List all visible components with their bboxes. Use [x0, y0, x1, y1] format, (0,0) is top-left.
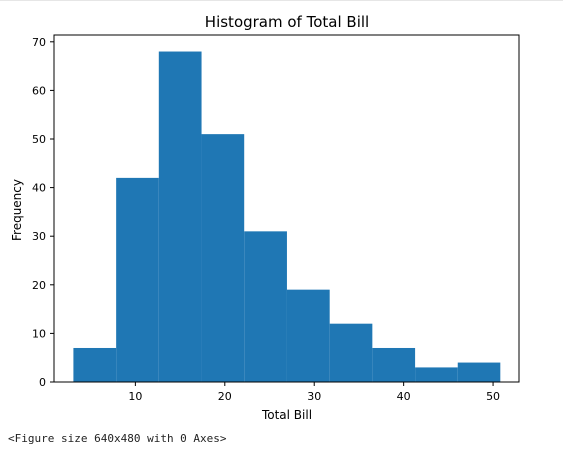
- x-tick-label: 50: [486, 390, 500, 403]
- y-tick-label: 10: [32, 327, 46, 340]
- histogram-bar: [201, 134, 245, 382]
- x-tick-label: 40: [397, 390, 411, 403]
- figure-output-text: <Figure size 640x480 with 0 Axes>: [8, 432, 227, 445]
- y-axis-ticks: 0 10 20 30 40 50 60 70: [32, 36, 54, 389]
- x-tick-label: 10: [128, 390, 142, 403]
- histogram-bar: [286, 289, 330, 382]
- histogram-bar: [415, 367, 458, 382]
- y-tick-label: 0: [39, 376, 46, 389]
- y-tick-label: 50: [32, 133, 46, 146]
- chart-title: Histogram of Total Bill: [205, 13, 369, 31]
- histogram-bar: [116, 177, 159, 382]
- y-tick-label: 60: [32, 84, 46, 97]
- histogram-bar: [158, 51, 202, 383]
- y-tick-label: 40: [32, 182, 46, 195]
- histogram-chart: 10 20 30 40 50 0 10 20 30 40 50 60 70 Histogram of …: [10, 13, 520, 422]
- cell-top-divider: [0, 0, 563, 1]
- histogram-bar: [372, 347, 416, 382]
- axes-frame: [53, 34, 520, 383]
- y-tick-label: 70: [32, 36, 46, 49]
- x-axis-ticks: 10 20 30 40 50: [128, 382, 500, 403]
- histogram-bar: [244, 231, 287, 382]
- y-tick-label: 30: [32, 230, 46, 243]
- histogram-bar: [329, 323, 373, 382]
- x-axis-label: Total Bill: [261, 408, 312, 422]
- y-axis-label: Frequency: [10, 179, 24, 241]
- histogram-bars: [73, 51, 501, 383]
- histogram-bar: [73, 347, 117, 382]
- x-tick-label: 20: [218, 390, 232, 403]
- x-tick-label: 30: [307, 390, 321, 403]
- histogram-bar: [457, 362, 501, 382]
- y-tick-label: 20: [32, 279, 46, 292]
